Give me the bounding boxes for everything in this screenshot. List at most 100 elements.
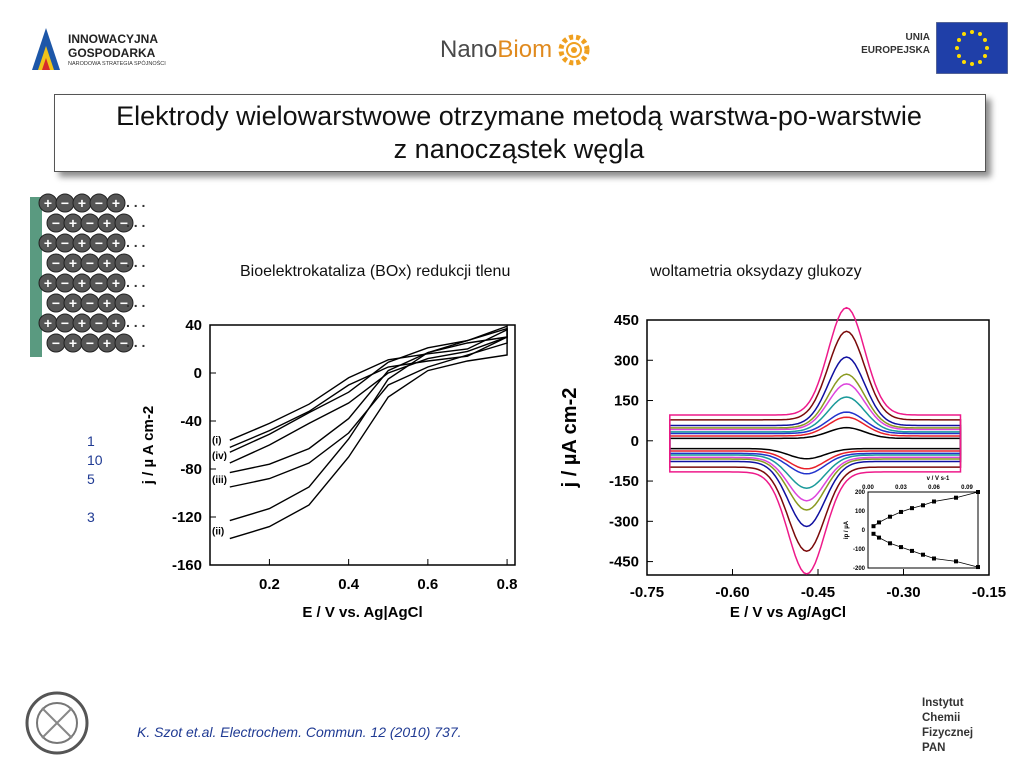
ellipsis: . . . bbox=[126, 234, 145, 250]
logo-innowacyjna-gospodarka: INNOWACYJNA GOSPODARKA NARODOWA STRATEGI… bbox=[28, 26, 188, 76]
charge-sign: + bbox=[69, 215, 77, 231]
charge-sign: − bbox=[95, 275, 103, 291]
ue-line1: UNIA bbox=[905, 32, 930, 43]
charge-sign: + bbox=[78, 195, 86, 211]
inset-x-tick-label: 0.03 bbox=[895, 485, 907, 491]
ellipsis: . . . bbox=[126, 274, 145, 290]
y-tick-label: -450 bbox=[609, 554, 639, 571]
slide-title: Elektrody wielowarstwowe otrzymane metod… bbox=[54, 100, 984, 166]
footer-line4: PAN bbox=[922, 742, 946, 754]
charge-sign: − bbox=[61, 235, 69, 251]
legend-num-1: 1 bbox=[87, 433, 95, 449]
nanoparticle: + bbox=[63, 293, 83, 313]
chart-left-bioelectrocatalysis: 0.2 0.4 0.6 0.8 40 0 -40 -80 -120 -160 E / V vs. A… bbox=[140, 317, 518, 621]
inset-point bbox=[910, 548, 914, 553]
nanoparticle: − bbox=[114, 293, 134, 313]
x-tick-label: 0.4 bbox=[338, 576, 360, 593]
nanoparticle: + bbox=[38, 193, 58, 213]
electrode-schematic: + − + − +. . .− + − + −. . .+ − + − +. . .− + − + −. . .… bbox=[30, 193, 145, 357]
footer-line1: Instytut bbox=[922, 697, 964, 709]
nanoparticle: − bbox=[80, 253, 100, 273]
cv-curve-6 bbox=[669, 373, 962, 511]
ig-line3: NARODOWA STRATEGIA SPÓJNOŚCI bbox=[68, 61, 166, 67]
legend-num-2: 10 bbox=[87, 452, 103, 468]
chart-right-glucose-voltammetry: -0.75 -0.60 -0.45 -0.30 -0.15 450 300 150 0 -150 -… bbox=[559, 306, 1006, 621]
ig-emblem-icon bbox=[32, 28, 60, 70]
ellipsis: . . . bbox=[126, 314, 145, 330]
ellipsis: . . . bbox=[126, 194, 145, 210]
inset-y-tick-label: 200 bbox=[855, 490, 866, 496]
y-tick-label: -300 bbox=[609, 513, 639, 530]
inset-point bbox=[877, 535, 881, 540]
nanoparticle: + bbox=[97, 253, 117, 273]
charge-sign: − bbox=[95, 195, 103, 211]
charge-sign: + bbox=[112, 235, 120, 251]
charge-sign: − bbox=[95, 315, 103, 331]
ellipsis: . . . bbox=[126, 294, 145, 310]
y-tick-label: 450 bbox=[614, 312, 639, 329]
nanoparticle-circle bbox=[114, 333, 134, 353]
x-tick-label: -0.45 bbox=[801, 584, 835, 601]
sun-gear-icon bbox=[558, 34, 590, 66]
charge-sign: + bbox=[103, 295, 111, 311]
charge-sign: + bbox=[78, 315, 86, 331]
charge-sign: − bbox=[120, 255, 128, 271]
nanoparticle: − bbox=[46, 213, 66, 233]
slide-title-line2: z nanocząstek węgla bbox=[393, 134, 645, 164]
y-tick-label: 0 bbox=[194, 365, 202, 382]
charge-sign: + bbox=[44, 275, 52, 291]
footer-institute: Instytut Chemii Fizycznej PAN bbox=[922, 696, 973, 756]
nanoparticle: + bbox=[38, 233, 58, 253]
y-tick-label: -150 bbox=[609, 473, 639, 490]
charge-sign: − bbox=[120, 215, 128, 231]
nanoparticle: − bbox=[55, 193, 75, 213]
charge-sign: + bbox=[78, 275, 86, 291]
inset-x-tick-label: 0.00 bbox=[862, 485, 874, 491]
nanoparticle: − bbox=[55, 233, 75, 253]
x-tick-label: 0.6 bbox=[417, 576, 438, 593]
charge-sign: − bbox=[61, 275, 69, 291]
logo-unia-europejska: UNIA EUROPEJSKA bbox=[861, 20, 1012, 76]
y-tick-label: -160 bbox=[172, 557, 202, 574]
inset-y-tick-label: 0 bbox=[862, 528, 866, 534]
nanoparticle: + bbox=[38, 313, 58, 333]
ellipsis: . . . bbox=[126, 214, 145, 230]
nanoparticle: − bbox=[89, 233, 109, 253]
y-axis-label: j / µA cm-2 bbox=[559, 388, 581, 489]
charge-sign: + bbox=[44, 235, 52, 251]
nanoparticle: + bbox=[72, 273, 92, 293]
nanoparticle: + bbox=[72, 193, 92, 213]
series-label: (ii) bbox=[212, 527, 224, 538]
electrode-plate bbox=[30, 197, 42, 357]
inset-x-tick-label: 0.06 bbox=[928, 485, 940, 491]
x-tick-label: 0.8 bbox=[497, 576, 518, 593]
footer-line2: Chemii bbox=[922, 712, 961, 724]
inset-point bbox=[899, 509, 903, 514]
charge-sign: + bbox=[112, 315, 120, 331]
title-box bbox=[54, 94, 986, 172]
nanoparticle-circle bbox=[114, 293, 134, 313]
nanoparticle-circle bbox=[106, 313, 126, 333]
y-tick-label: -40 bbox=[180, 413, 202, 430]
charge-sign: + bbox=[69, 255, 77, 271]
legend-numbers: 1 10 5 3 bbox=[87, 432, 103, 527]
y-tick-label: -80 bbox=[180, 461, 202, 478]
charge-sign: + bbox=[103, 335, 111, 351]
series-line-4 bbox=[229, 336, 508, 540]
nanoparticle: + bbox=[97, 293, 117, 313]
nanoparticle-circle bbox=[106, 193, 126, 213]
inset-point bbox=[932, 499, 936, 504]
inset-point bbox=[976, 490, 980, 494]
charge-sign: − bbox=[95, 235, 103, 251]
nanoparticle: − bbox=[89, 193, 109, 213]
nanoparticle: − bbox=[55, 273, 75, 293]
inset-point bbox=[921, 503, 925, 508]
series-label: (i) bbox=[212, 435, 221, 446]
nanoparticle-circle bbox=[114, 213, 134, 233]
nanoparticle: − bbox=[80, 333, 100, 353]
inset-y-label: ip / µA bbox=[844, 520, 850, 539]
reference-citation: K. Szot et.al. Electrochem. Commun. 12 (… bbox=[137, 724, 462, 740]
inset-y-tick-label: -100 bbox=[853, 547, 866, 553]
nanoparticle: + bbox=[63, 253, 83, 273]
charge-sign: + bbox=[103, 215, 111, 231]
